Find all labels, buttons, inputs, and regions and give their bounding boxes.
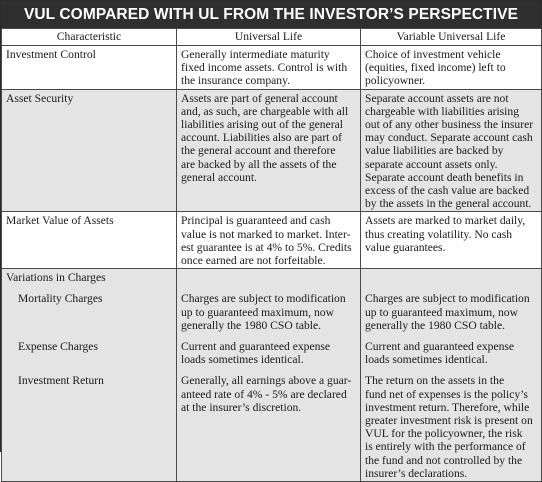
table-row-variations-in-charges: Variations in Charges Mortality Charges … <box>1 268 542 482</box>
text-line: Assets are marked to market daily, <box>365 214 526 228</box>
text-line: insurer’s declarations. <box>365 466 468 480</box>
characteristic-cell: Investment Control <box>1 45 177 90</box>
vul-cell: Choice of investment vehicle (equities, … <box>360 45 542 90</box>
header-characteristic: Characteristic <box>1 28 177 46</box>
vul-cell: Charges are subject to modification up t… <box>360 268 542 482</box>
text-line: generally the 1980 CSO table. <box>181 318 322 332</box>
text-line: Generally, all earnings above a guar- <box>181 374 352 388</box>
text-line: fund net of expenses is the policy’s <box>365 387 528 401</box>
text-line: value guarantees. <box>365 240 446 254</box>
text-line: fixed income assets. Control is with <box>181 61 348 75</box>
text-line: Choice of investment vehicle <box>365 48 501 61</box>
header-row: Characteristic Universal Life Variable U… <box>1 28 542 46</box>
text-line: generally the 1980 CSO table. <box>365 318 506 332</box>
table-row-asset-security: Asset Security Assets are part of genera… <box>1 88 542 213</box>
ul-cell: Charges are subject to modification up t… <box>176 268 361 482</box>
text-line: Principal is guaranteed and cash <box>181 214 331 228</box>
text-line: the fund and not controlled by the <box>365 453 523 467</box>
characteristic-cell: Asset Security <box>1 88 177 213</box>
text-line: is entirely with the performance of <box>365 440 526 454</box>
text-line: VUL for the policyowner, the risk <box>365 427 523 441</box>
text-line: chargeable with liabilities arising <box>365 104 520 118</box>
text-line: Generally intermediate maturity <box>181 48 330 61</box>
sub-label-mortality: Mortality Charges <box>18 292 103 306</box>
text-line: out of any other business the insurer <box>365 118 534 132</box>
text-line: up to guaranteed maximum, now <box>365 305 518 319</box>
characteristic-label: Variations in Charges <box>6 271 106 285</box>
text-line: loads sometimes identical. <box>365 353 488 367</box>
text-line: anteed rate of 4% - 5% are declared <box>181 387 347 401</box>
text-line: value is not marked to market. Inter- <box>181 227 351 241</box>
text-line: excess of the cash value are backed <box>365 184 530 198</box>
ul-cell: Assets are part of general account and, … <box>176 88 361 213</box>
text-line: account. Liabilities also are part of <box>181 131 342 145</box>
text-line: general account. <box>181 170 257 184</box>
text-line: once earned are not forfeitable. <box>181 254 326 268</box>
characteristic-label: Market Value of Assets <box>6 214 114 228</box>
text-line: policyowner. <box>365 74 426 88</box>
text-line: liabilities arising out of the general <box>181 118 343 132</box>
text-line: Separate account assets are not <box>365 91 509 105</box>
text-line: Current and guaranteed expense <box>365 340 515 354</box>
text-line: loads sometimes identical. <box>181 353 304 367</box>
text-line: investment return. Therefore, while <box>365 400 530 414</box>
text-line: Separate account death benefits in <box>365 170 524 184</box>
characteristic-cell: Market Value of Assets <box>1 211 177 270</box>
text-line: and, as such, are chargeable with all <box>181 104 349 118</box>
text-line: Charges are subject to modification <box>365 292 530 306</box>
text-line: value liabilities are backed by <box>365 144 504 158</box>
text-line: est guarantee is at 4% to 5%. Credits <box>181 240 352 254</box>
table-row-investment-control: Investment Control Generally intermediat… <box>1 45 542 90</box>
text-line: the general account and therefore <box>181 144 336 158</box>
text-line: thus creating volatility. No cash <box>365 227 513 241</box>
header-universal-life: Universal Life <box>176 28 361 46</box>
characteristic-label: Asset Security <box>6 91 74 105</box>
text-line: greater investment risk is present on <box>365 414 533 428</box>
characteristic-label: Investment Control <box>6 48 96 61</box>
header-variable-universal-life: Variable Universal Life <box>360 28 542 46</box>
text-line: are backed by all the assets of the <box>181 157 337 171</box>
text-line: by the assets in the general account. <box>365 197 532 211</box>
vul-cell: Separate account assets are not chargeab… <box>360 88 542 213</box>
sub-label-investment-return: Investment Return <box>18 374 104 388</box>
text-line: up to guaranteed maximum, now <box>181 305 334 319</box>
text-line: may conduct. Separate account cash <box>365 131 533 145</box>
ul-cell: Principal is guaranteed and cash value i… <box>176 211 361 270</box>
text-line: The return on the assets in the <box>365 374 505 388</box>
text-line: at the insurer’s discretion. <box>181 400 302 414</box>
characteristic-cell: Variations in Charges Mortality Charges … <box>1 268 177 482</box>
text-line: Current and guaranteed expense <box>181 340 331 354</box>
ul-cell: Generally intermediate maturity fixed in… <box>176 45 361 90</box>
vul-cell: Assets are marked to market daily, thus … <box>360 211 542 270</box>
text-line: separate account assets only. <box>365 157 498 171</box>
text-line: the insurance company. <box>181 74 291 88</box>
text-line: (equities, fixed income) left to <box>365 61 506 75</box>
figure-title: VUL COMPARED WITH UL FROM THE INVESTOR’S… <box>1 1 541 28</box>
text-line: Charges are subject to modification <box>181 292 346 306</box>
text-line: Assets are part of general account <box>181 91 338 105</box>
table-row-market-value: Market Value of Assets Principal is guar… <box>1 211 542 270</box>
comparison-table: Characteristic Universal Life Variable U… <box>1 28 542 482</box>
sub-label-expense: Expense Charges <box>18 340 98 354</box>
